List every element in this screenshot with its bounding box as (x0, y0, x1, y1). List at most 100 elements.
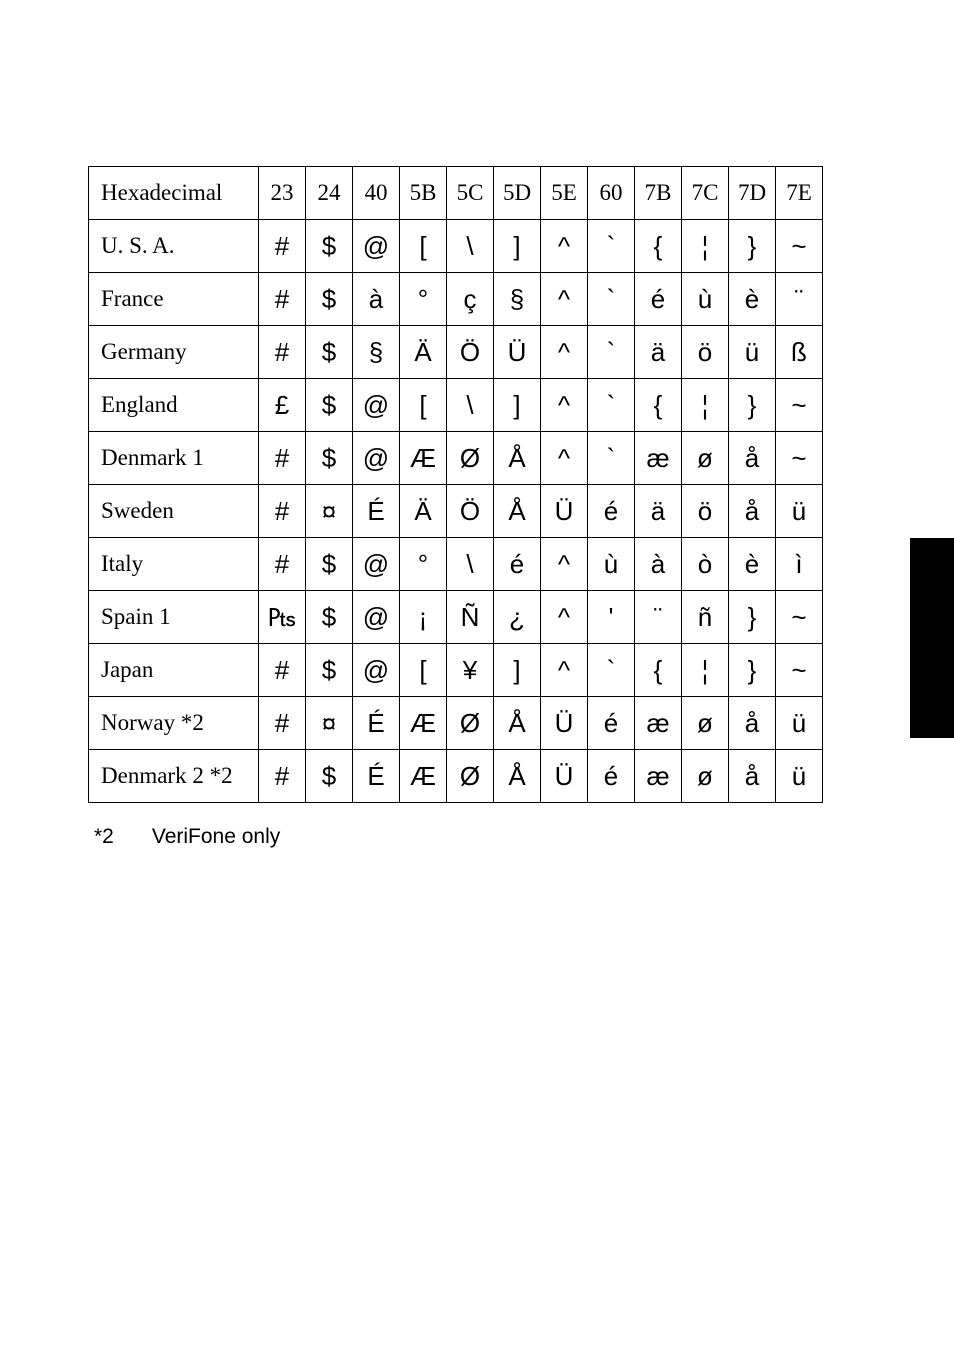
char-cell: $ (306, 379, 353, 432)
hex-col-header: 7E (776, 167, 823, 220)
char-cell: ^ (541, 273, 588, 326)
char-cell: Ø (447, 750, 494, 803)
char-cell: { (635, 379, 682, 432)
char-cell: è (729, 273, 776, 326)
char-cell: ç (447, 273, 494, 326)
char-cell: [ (400, 644, 447, 697)
table-row: Denmark 1#$@ÆØÅ^`æøå~ (89, 432, 823, 485)
char-cell: ä (635, 326, 682, 379)
hex-col-header: 5C (447, 167, 494, 220)
char-cell: ` (588, 432, 635, 485)
char-cell: # (259, 750, 306, 803)
char-cell: ^ (541, 379, 588, 432)
char-cell: É (353, 697, 400, 750)
row-label: England (89, 379, 259, 432)
char-cell: ` (588, 644, 635, 697)
char-cell: @ (353, 220, 400, 273)
char-cell: \ (447, 538, 494, 591)
char-cell: ü (729, 326, 776, 379)
table-row: England£$@[\]^`{¦}~ (89, 379, 823, 432)
char-cell: Ä (400, 485, 447, 538)
char-cell: # (259, 220, 306, 273)
char-cell: $ (306, 591, 353, 644)
char-cell: Å (494, 432, 541, 485)
char-cell: @ (353, 432, 400, 485)
char-cell: Å (494, 750, 541, 803)
char-cell: $ (306, 750, 353, 803)
char-cell: ¦ (682, 220, 729, 273)
table-row: Italy#$@°\é^ùàòèì (89, 538, 823, 591)
char-cell: } (729, 644, 776, 697)
char-cell: É (353, 485, 400, 538)
char-cell: ¿ (494, 591, 541, 644)
row-label: Denmark 2 *2 (89, 750, 259, 803)
char-cell: é (635, 273, 682, 326)
char-cell: Ü (494, 326, 541, 379)
char-cell: } (729, 220, 776, 273)
char-cell: å (729, 750, 776, 803)
char-cell: å (729, 432, 776, 485)
char-cell: ~ (776, 379, 823, 432)
char-cell: ~ (776, 432, 823, 485)
char-cell: ñ (682, 591, 729, 644)
char-cell: ^ (541, 644, 588, 697)
char-cell: ø (682, 750, 729, 803)
char-cell: à (353, 273, 400, 326)
char-cell: } (729, 591, 776, 644)
char-cell: ` (588, 326, 635, 379)
hex-col-header: 23 (259, 167, 306, 220)
row-label: Denmark 1 (89, 432, 259, 485)
row-label: Spain 1 (89, 591, 259, 644)
row-label: Japan (89, 644, 259, 697)
char-cell: æ (635, 432, 682, 485)
char-cell: é (588, 485, 635, 538)
char-cell: \ (447, 220, 494, 273)
hex-col-header: 5B (400, 167, 447, 220)
char-cell: æ (635, 750, 682, 803)
char-cell: { (635, 220, 682, 273)
row-label: Sweden (89, 485, 259, 538)
char-cell: Ü (541, 697, 588, 750)
char-cell: @ (353, 538, 400, 591)
char-cell: ì (776, 538, 823, 591)
char-cell: ^ (541, 326, 588, 379)
table-row: Sweden#¤ÉÄÖÅÜéäöåü (89, 485, 823, 538)
char-cell: } (729, 379, 776, 432)
char-cell: ₧ (259, 591, 306, 644)
hex-col-header: 7B (635, 167, 682, 220)
char-cell: ¦ (682, 644, 729, 697)
footnote: *2 VeriFone only (88, 825, 954, 849)
hex-col-header: 40 (353, 167, 400, 220)
char-cell: ` (588, 273, 635, 326)
char-cell: $ (306, 326, 353, 379)
table-row: Spain 1₧$@¡Ñ¿^'¨ñ}~ (89, 591, 823, 644)
char-cell: é (494, 538, 541, 591)
char-cell: ° (400, 273, 447, 326)
footnote-marker: *2 (94, 825, 146, 849)
table-header-row: Hexadecimal 23 24 40 5B 5C 5D 5E 60 7B 7… (89, 167, 823, 220)
char-cell: ^ (541, 591, 588, 644)
char-cell: Ü (541, 750, 588, 803)
char-cell: é (588, 697, 635, 750)
table-row: France#$à°ç§^`éùè¨ (89, 273, 823, 326)
char-cell: Ø (447, 432, 494, 485)
char-cell: Å (494, 697, 541, 750)
char-cell: ò (682, 538, 729, 591)
table-row: Japan#$@[¥]^`{¦}~ (89, 644, 823, 697)
char-cell: ~ (776, 591, 823, 644)
char-cell: é (588, 750, 635, 803)
char-cell: § (494, 273, 541, 326)
char-cell: ß (776, 326, 823, 379)
char-cell: æ (635, 697, 682, 750)
row-label: U. S. A. (89, 220, 259, 273)
char-cell: @ (353, 379, 400, 432)
header-label: Hexadecimal (89, 167, 259, 220)
char-cell: ü (776, 485, 823, 538)
char-cell: £ (259, 379, 306, 432)
char-cell: ¤ (306, 485, 353, 538)
table-row: Norway *2#¤ÉÆØÅÜéæøåü (89, 697, 823, 750)
hex-col-header: 60 (588, 167, 635, 220)
char-cell: $ (306, 432, 353, 485)
char-cell: # (259, 485, 306, 538)
char-cell: ¨ (776, 273, 823, 326)
